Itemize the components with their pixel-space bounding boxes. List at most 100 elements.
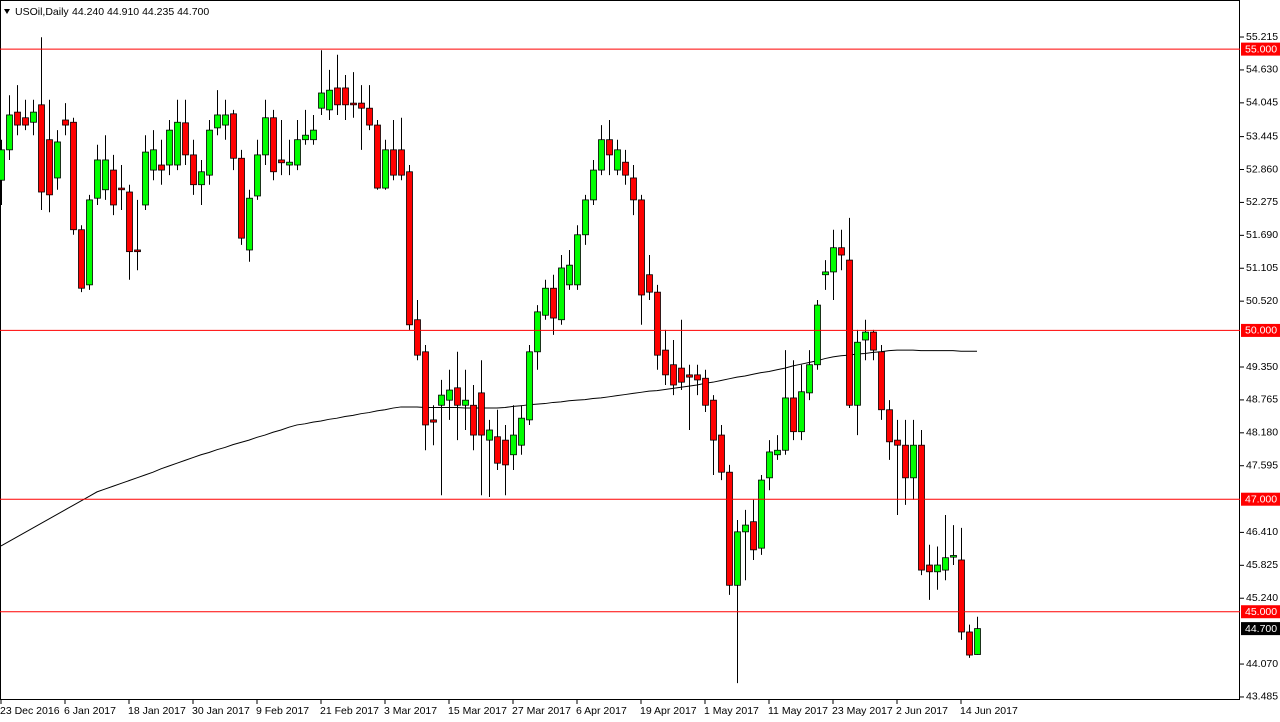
candle-body (766, 451, 773, 479)
candle-body (486, 429, 493, 441)
candle-body (38, 104, 45, 193)
candle-body (342, 87, 349, 106)
candle-body (662, 349, 669, 376)
candle-body (894, 439, 901, 446)
candle-body (430, 419, 437, 423)
candle-body (318, 92, 325, 109)
candle-body (86, 199, 93, 286)
candle-body (526, 351, 533, 421)
level-label: 50.000 (1245, 325, 1277, 337)
candle-body (454, 387, 461, 406)
candle-body (46, 139, 53, 196)
x-tick-label: 9 Feb 2017 (256, 705, 309, 717)
x-tick-label: 14 Jun 2017 (960, 705, 1018, 717)
y-tick-label: 48.765 (1246, 394, 1278, 406)
y-tick-label: 45.825 (1246, 559, 1278, 571)
y-tick-label: 53.445 (1246, 130, 1278, 142)
candle-body (94, 159, 101, 199)
candle-body (254, 154, 261, 197)
candle-body (510, 434, 517, 456)
level-label: 55.000 (1245, 43, 1277, 55)
price-label: 44.700 (1245, 623, 1277, 635)
x-tick-label: 19 Apr 2017 (640, 705, 697, 717)
candle-body (518, 417, 525, 446)
menu-triangle (4, 9, 10, 14)
candle-body (694, 374, 701, 381)
x-tick-label: 6 Apr 2017 (576, 705, 627, 717)
x-tick-label: 3 Mar 2017 (384, 705, 437, 717)
plot (0, 37, 981, 684)
candle-body (542, 287, 549, 316)
candle-body (854, 341, 861, 406)
candle-body (270, 117, 277, 173)
candle-body (862, 331, 869, 341)
candle-body (622, 161, 629, 176)
candle-body (62, 119, 69, 126)
candle-body (966, 631, 973, 656)
ohlc-readout: 44.240 44.910 44.235 44.700 (72, 6, 209, 18)
candle-body (206, 129, 213, 176)
candle-body (6, 114, 13, 151)
candle-body (646, 274, 653, 293)
plot-frame (0, 0, 1240, 700)
candle-body (534, 311, 541, 353)
candle-body (382, 149, 389, 189)
candle-body (942, 557, 949, 571)
level-label-box (1241, 42, 1280, 56)
x-tick-label: 1 May 2017 (704, 705, 759, 717)
level-label-box (1241, 492, 1280, 506)
y-tick-label: 54.045 (1246, 97, 1278, 109)
candle-body (710, 399, 717, 441)
candle-body (470, 404, 477, 436)
x-tick-label: 23 Dec 2016 (0, 705, 60, 717)
candle-body (878, 351, 885, 411)
candle-body (150, 149, 157, 171)
candle-body (598, 139, 605, 171)
candle-body (30, 111, 37, 123)
level-label-box (1241, 323, 1280, 337)
candle-body (398, 149, 405, 176)
candle-body (806, 364, 813, 394)
candle-body (126, 191, 133, 253)
candle-body (334, 87, 341, 106)
candle-body (550, 287, 557, 319)
x-tick-label: 15 Mar 2017 (448, 705, 507, 717)
candle-body (158, 164, 165, 171)
candle-body (478, 392, 485, 436)
candle-body (198, 171, 205, 186)
candle-body (102, 159, 109, 191)
candle-body (926, 564, 933, 573)
candle-body (70, 121, 77, 231)
candle-body (846, 259, 853, 406)
candle-body (502, 439, 509, 466)
candle-body (494, 436, 501, 464)
candle-body (142, 151, 149, 206)
candle-body (750, 521, 757, 551)
x-tick-label: 23 May 2017 (832, 705, 893, 717)
y-tick-label: 43.485 (1246, 691, 1278, 703)
candle-body (414, 319, 421, 356)
candle-body (14, 111, 21, 126)
y-tick-label: 52.860 (1246, 163, 1278, 175)
candle-body (822, 271, 829, 276)
y-tick-label: 46.410 (1246, 526, 1278, 538)
x-tick-label: 11 May 2017 (768, 705, 828, 717)
candle-body (326, 89, 333, 111)
candle-body (758, 479, 765, 549)
level-label: 47.000 (1245, 493, 1277, 505)
y-tick-label: 52.275 (1246, 196, 1278, 208)
candle-body (934, 564, 941, 573)
candle-body (870, 331, 877, 351)
y-tick-label: 51.690 (1246, 229, 1278, 241)
candle-body (574, 234, 581, 286)
candle-body (702, 377, 709, 406)
candle-body (838, 247, 845, 256)
candle-body (630, 177, 637, 201)
candle-body (606, 139, 613, 156)
candle-body (566, 264, 573, 286)
y-tick-label: 48.180 (1246, 427, 1278, 439)
y-tick-label: 47.595 (1246, 460, 1278, 472)
candle-body (654, 291, 661, 356)
candle-body (774, 449, 781, 456)
